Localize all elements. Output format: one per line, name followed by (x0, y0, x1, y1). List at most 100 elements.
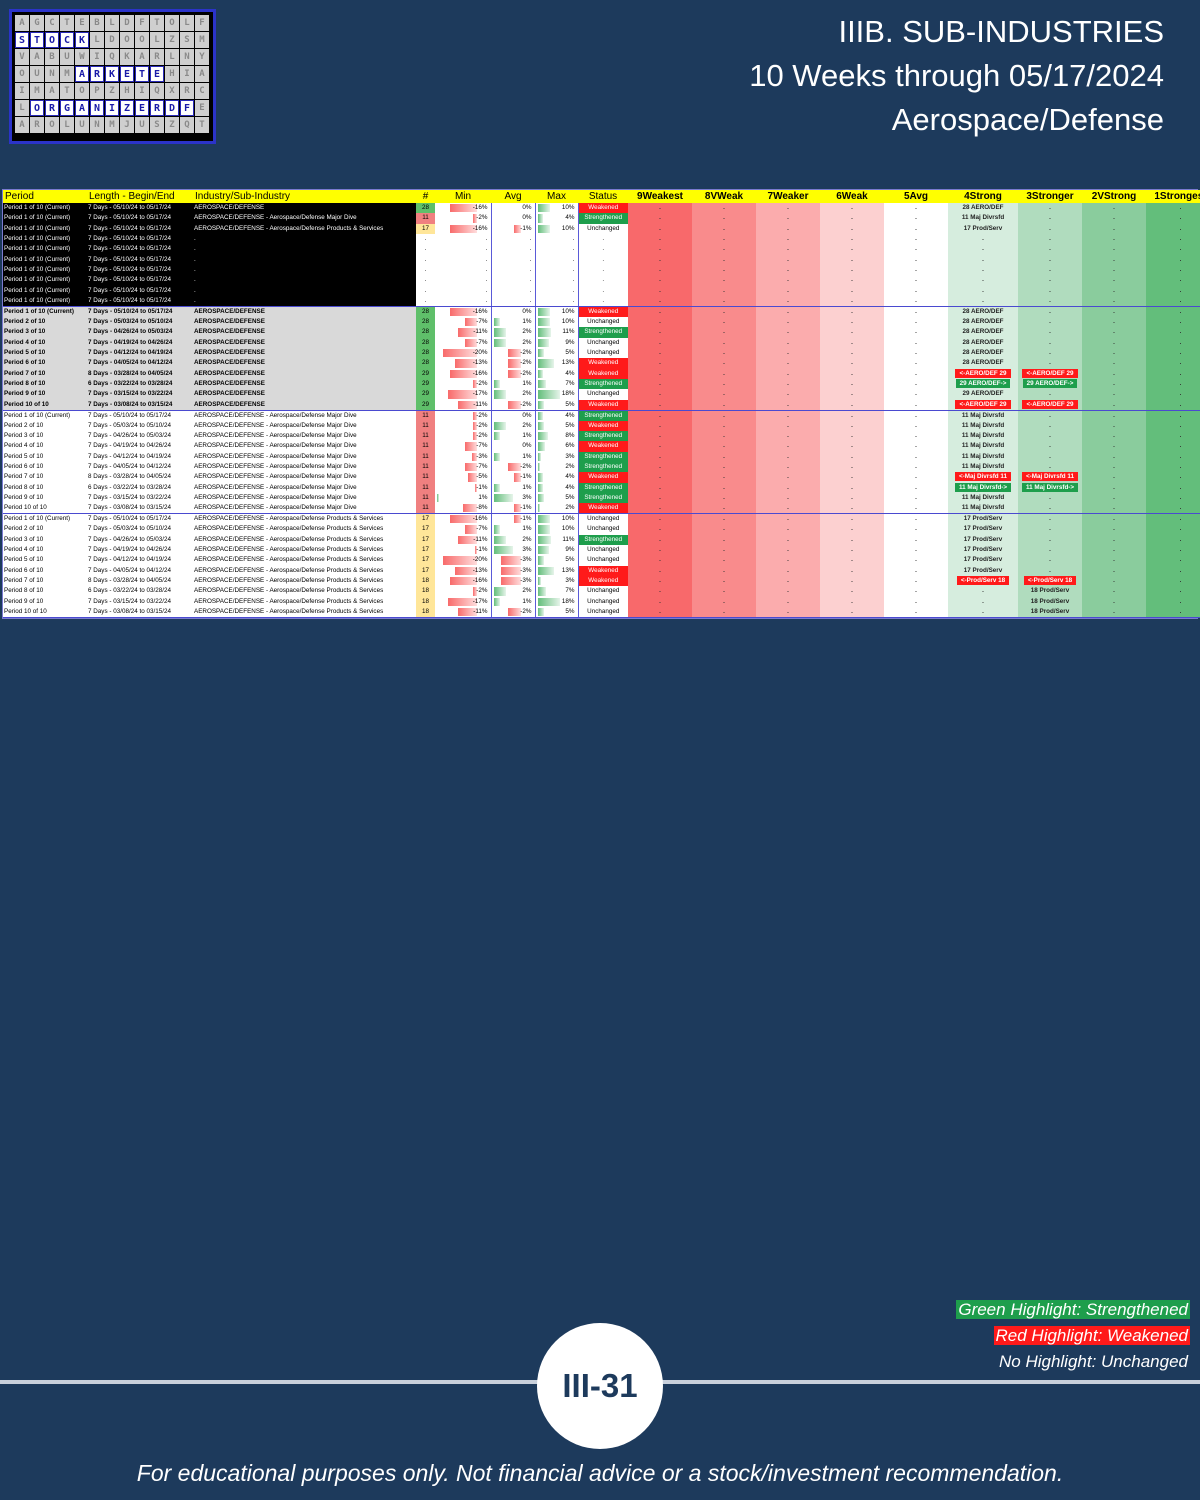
avg-cell-value: 1% (522, 432, 532, 440)
logo-letter: L (105, 15, 119, 31)
avg-cell: 2% (490, 389, 535, 400)
count-cell: . (416, 285, 435, 296)
strength-cell-8: . (692, 399, 756, 411)
value-bar (458, 535, 477, 544)
logo-letter: A (15, 15, 29, 31)
max-cell: 8% (534, 430, 579, 442)
logo-letter: A (15, 117, 29, 133)
period-cell: Period 1 of 10 (Current) (3, 254, 87, 265)
strength-cell-2: . (1082, 378, 1146, 390)
logo-letter: E (120, 66, 134, 82)
strength-cell-1: . (1146, 203, 1200, 214)
value-bar (493, 390, 507, 399)
table-row: Period 5 of 10 7 Days - 04/12/24 to 04/19… (3, 347, 1200, 359)
max-cell-value: 5% (565, 400, 575, 408)
logo-letter: N (90, 100, 104, 116)
max-cell-value: 6% (565, 442, 575, 450)
legend-unchanged: No Highlight: Unchanged (998, 1352, 1188, 1371)
strength-cell-1: . (1146, 472, 1200, 483)
count-cell: 11 (416, 410, 435, 421)
strength-cell-1: . (1146, 285, 1200, 296)
strength-cell-9: . (628, 213, 692, 224)
max-cell-value: 10% (561, 204, 575, 212)
strength-cell-5: . (884, 492, 948, 504)
status-cell: Unchanged (578, 223, 628, 234)
max-cell-value: 4% (565, 369, 575, 377)
strength-cell-2: . (1082, 575, 1146, 587)
min-cell-value: -20% (472, 556, 488, 564)
strength-cell-2: . (1082, 213, 1146, 224)
logo-letter: F (135, 15, 149, 31)
period-cell: Period 3 of 10 (3, 327, 87, 338)
value-bar (537, 525, 551, 534)
avg-cell: 2% (490, 534, 535, 545)
length-cell: 7 Days - 05/10/24 to 05/17/24 (87, 285, 193, 296)
strength-cell-8: . (692, 254, 756, 265)
strength-cell-2: . (1082, 327, 1146, 338)
max-cell: 4% (534, 482, 579, 493)
industry-cell: AEROSPACE/DEFENSE - Aerospace/Defense Pr… (194, 587, 384, 595)
strength-cell-3: . (1018, 544, 1082, 556)
length-cell: 6 Days - 03/22/24 to 03/28/24 (88, 587, 171, 595)
avg-cell-value: 0% (522, 307, 532, 315)
status-cell: Strengthened (578, 378, 628, 390)
strength-cell-2: . (1082, 347, 1146, 359)
strength-cell-7: . (756, 534, 820, 545)
strength-cell-2: . (1082, 472, 1146, 483)
column-header: Min (435, 190, 491, 203)
min-cell: -20% (435, 555, 491, 565)
min-cell: -1% (435, 545, 491, 555)
strength-cell-2: . (1082, 492, 1146, 504)
min-cell-value: -11% (473, 607, 488, 615)
length-cell: 7 Days - 05/03/24 to 05/10/24 (88, 525, 171, 533)
strength-cell-8: . (692, 316, 756, 328)
logo-letter: O (15, 66, 29, 82)
disclaimer: For educational purposes only. Not finan… (136, 1460, 1064, 1486)
strength-cell-7: . (756, 264, 820, 276)
min-cell-value: . (485, 255, 488, 263)
period-cell: Period 7 of 10 (4, 473, 44, 481)
period-cell: Period 1 of 10 (Current) (3, 295, 87, 307)
logo-letter: I (105, 100, 119, 116)
max-cell-value: 9% (565, 546, 575, 554)
avg-cell: -2% (490, 461, 535, 473)
strength-cell-1: . (1146, 451, 1200, 462)
logo-letter: L (15, 100, 29, 116)
min-cell-value: -5% (476, 473, 488, 481)
strength-cell-2: . (1082, 534, 1146, 545)
value-bar (449, 307, 477, 316)
value-bar (537, 493, 544, 503)
avg-cell: 3% (490, 544, 535, 556)
status-cell: . (602, 235, 605, 243)
strength-cell-3: . (1018, 524, 1082, 535)
avg-cell: 2% (490, 586, 535, 597)
max-cell: 5% (534, 347, 579, 359)
length-cell: 7 Days - 05/03/24 to 05/10/24 (87, 316, 193, 328)
strength-cell-6: . (820, 575, 884, 587)
strength-cell-8: . (692, 565, 756, 576)
strength-cell-9: . (628, 410, 692, 421)
value-bar (507, 348, 521, 358)
length-cell: 7 Days - 04/05/24 to 04/12/24 (87, 358, 193, 369)
count-cell: 11 (416, 503, 435, 515)
min-cell: -7% (435, 441, 491, 451)
table-body: Period 1 of 10 (Current) 7 Days - 05/10/2… (3, 203, 1200, 618)
strength-cell-4: . (948, 254, 1018, 265)
strength-cell-7: . (756, 451, 820, 462)
min-cell-value: -8% (476, 504, 488, 512)
logo-letter: I (15, 83, 29, 99)
industry-cell: . (193, 285, 416, 296)
period-cell: Period 1 of 10 (Current) (3, 285, 87, 296)
value-bar (501, 566, 521, 575)
strength-cell-9: . (628, 503, 692, 515)
value-bar (537, 504, 541, 513)
max-cell: 7% (534, 378, 579, 390)
strength-cell-3: 18 Prod/Serv (1018, 596, 1082, 607)
min-cell-value: -7% (476, 318, 488, 326)
logo-letter: N (180, 49, 194, 65)
length-cell: 7 Days - 04/26/24 to 05/03/24 (88, 432, 171, 440)
avg-cell: -3% (490, 555, 535, 566)
industry-title: Aerospace/Defense (891, 102, 1164, 137)
min-cell: . (435, 275, 491, 285)
max-cell: . (534, 264, 579, 276)
